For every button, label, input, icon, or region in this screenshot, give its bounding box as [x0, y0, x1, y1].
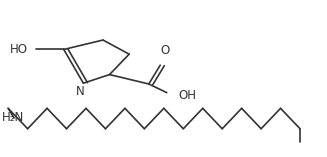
Text: O: O [161, 44, 170, 57]
Text: N: N [76, 85, 84, 98]
Text: H₂N: H₂N [2, 111, 24, 124]
Text: HO: HO [10, 43, 28, 56]
Text: OH: OH [178, 89, 196, 102]
